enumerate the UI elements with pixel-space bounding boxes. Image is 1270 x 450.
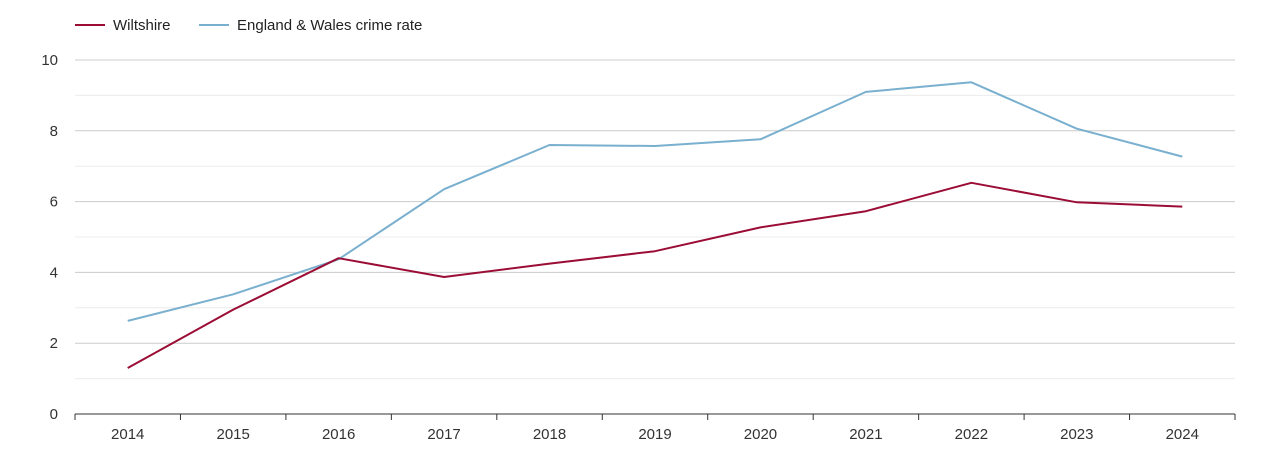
gridlines: [75, 59, 1235, 380]
x-tick-label: 2022: [955, 426, 988, 443]
x-tick-label: 2021: [849, 426, 882, 443]
series-line-england-wales-crime-rate: [127, 81, 1183, 322]
y-axis: 0 2 4 6 8 10: [41, 52, 58, 423]
x-tick-label: 2018: [533, 426, 566, 443]
y-tick-label: 8: [50, 123, 58, 140]
x-tick-label: 2019: [638, 426, 671, 443]
y-tick-label: 2: [50, 335, 58, 352]
x-tick-label: 2015: [216, 426, 249, 443]
x-tick-label: 2024: [1166, 426, 1199, 443]
series-line-wiltshire: [127, 181, 1183, 369]
legend: Wiltshire England & Wales crime rate: [75, 17, 422, 34]
x-tick-label: 2014: [111, 426, 144, 443]
y-tick-label: 0: [50, 406, 58, 423]
legend-label-england-wales: England & Wales crime rate: [237, 17, 422, 34]
x-tick-label: 2023: [1060, 426, 1093, 443]
y-tick-label: 4: [50, 264, 58, 281]
x-tick-label: 2017: [427, 426, 460, 443]
series-lines: [127, 81, 1183, 369]
y-tick-label: 6: [50, 194, 58, 211]
x-tick-label: 2020: [744, 426, 777, 443]
x-axis: 2014 2015 2016 2017 2018 2019 2020 2021 2022 2023…: [74, 413, 1236, 443]
x-tick-label: 2016: [322, 426, 355, 443]
y-tick-label: 10: [41, 52, 58, 69]
legend-label-wiltshire: Wiltshire: [113, 17, 171, 34]
